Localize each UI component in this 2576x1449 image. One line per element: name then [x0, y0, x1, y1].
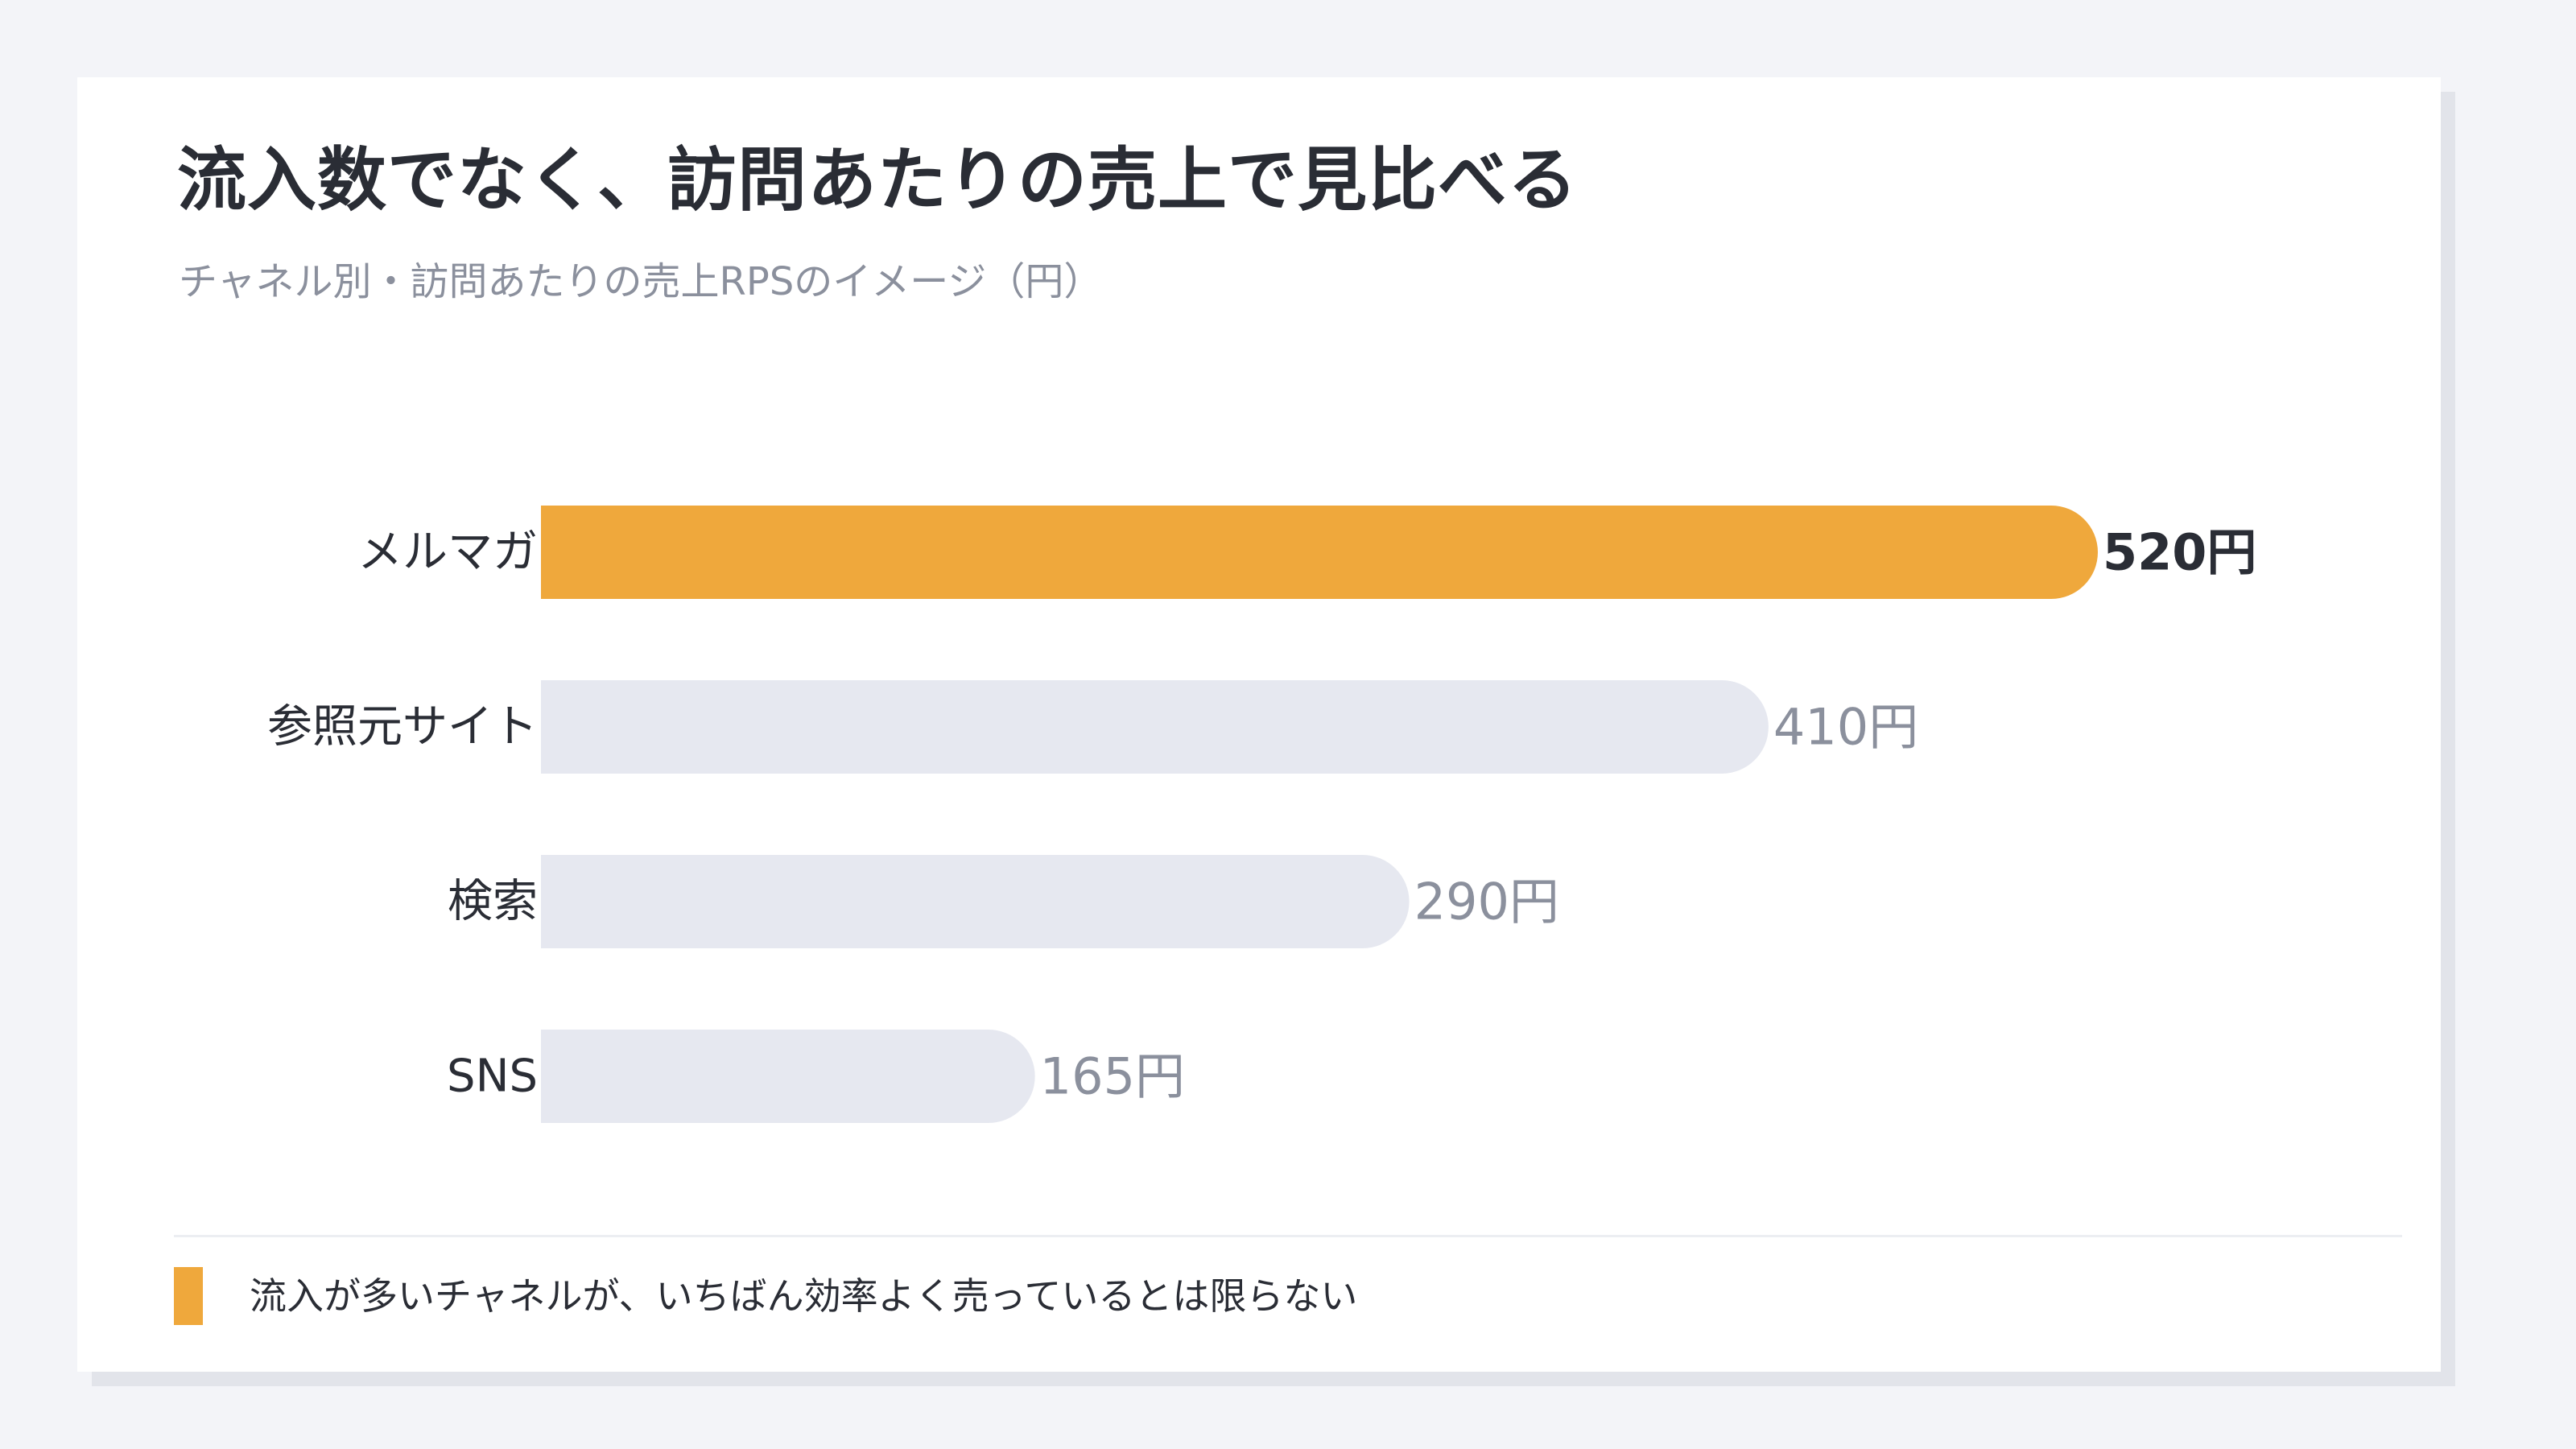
- chart-title: 流入数でなく、訪問あたりの売上で見比べる: [177, 140, 1578, 221]
- value-label: 165円: [1040, 1047, 1185, 1106]
- bar-3: [541, 1030, 1035, 1123]
- divider: [174, 1235, 2402, 1237]
- category-label: メルマガ: [357, 526, 538, 579]
- value-label: 290円: [1414, 873, 1559, 931]
- value-label: 520円: [2103, 523, 2256, 582]
- category-label: 検索: [448, 876, 538, 928]
- chart-subtitle: チャネル別・訪問あたりの売上RPSのイメージ（円）: [179, 259, 1103, 304]
- category-label: SNS: [447, 1051, 538, 1103]
- bar-2: [541, 855, 1410, 948]
- note-text: 流入が多いチャネルが、いちばん効率よく売っているとは限らない: [250, 1274, 1358, 1318]
- note-marker: [174, 1267, 203, 1325]
- bar-0: [541, 506, 2098, 599]
- bar-1: [541, 680, 1769, 774]
- category-label: 参照元サイト: [267, 701, 538, 753]
- value-label: 410円: [1773, 698, 1918, 757]
